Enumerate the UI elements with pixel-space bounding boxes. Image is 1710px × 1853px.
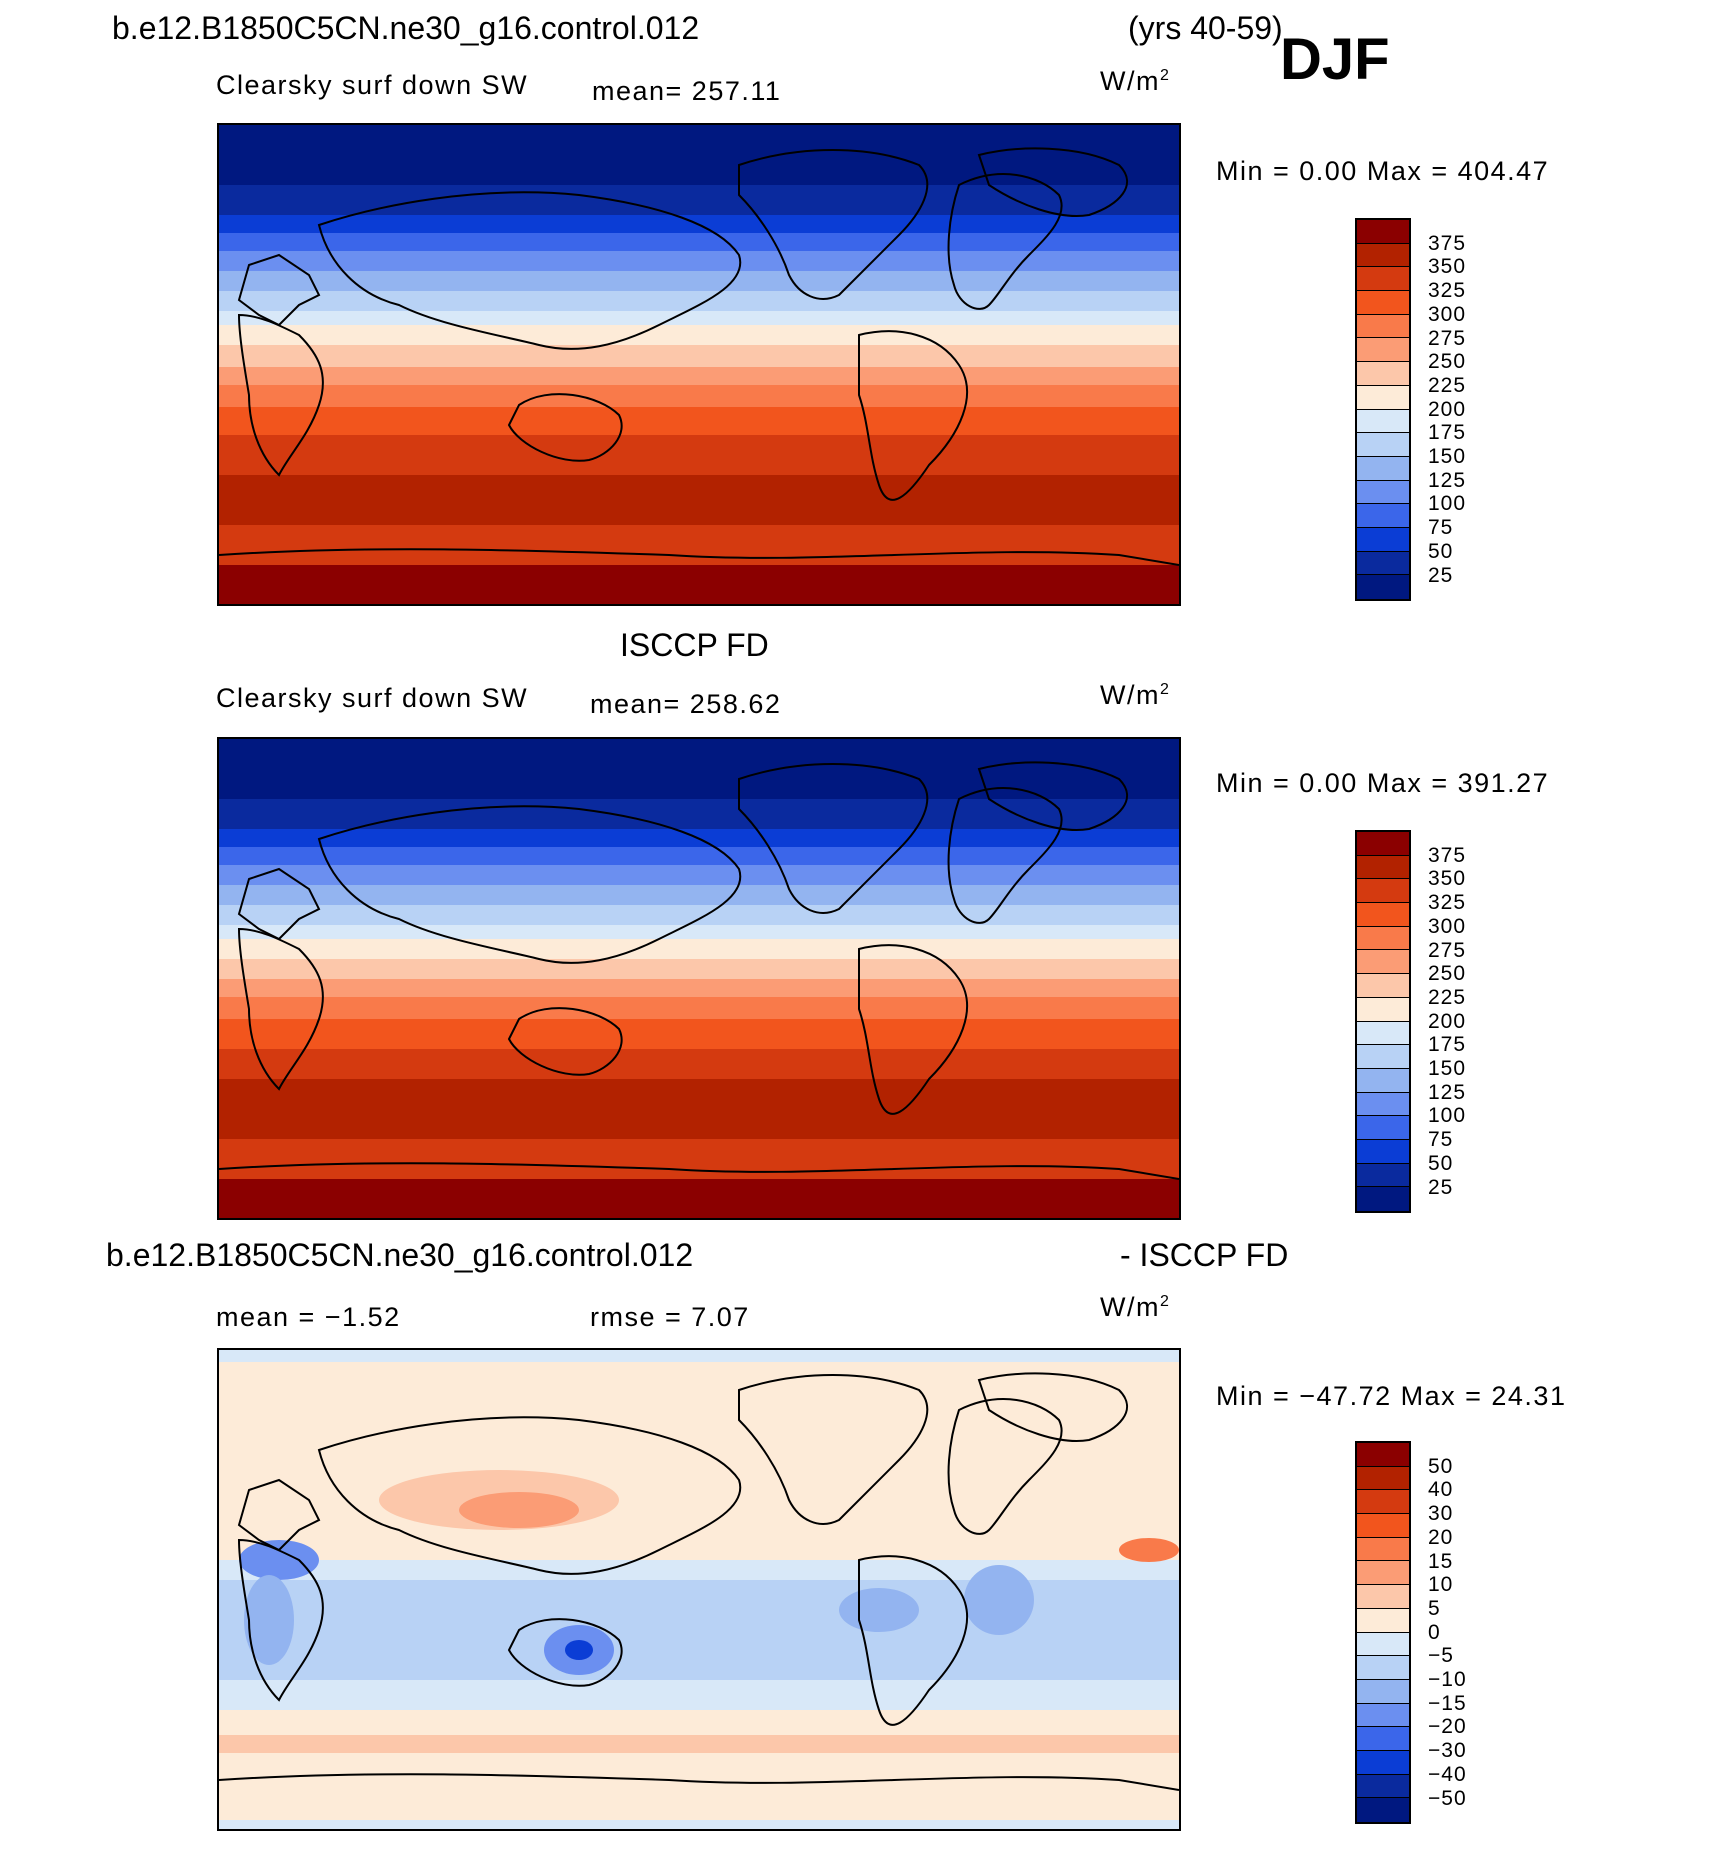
panel3-colorbar bbox=[1355, 1441, 1411, 1824]
years-label: (yrs 40-59) bbox=[1128, 10, 1283, 46]
panel2-colorbar-tick: 175 bbox=[1428, 1033, 1467, 1057]
panel2-colorbar bbox=[1355, 830, 1411, 1213]
panel1-colorbar-tick: 275 bbox=[1428, 326, 1467, 350]
panel1-colorbar-tick: 250 bbox=[1428, 350, 1467, 374]
panel3-colorbar-tick: 50 bbox=[1428, 1454, 1454, 1478]
panel3-colorbar-tick: 20 bbox=[1428, 1525, 1454, 1549]
panel2-colorbar-tick: 100 bbox=[1428, 1104, 1467, 1128]
panel1-min-max: Min = 0.00 Max = 404.47 bbox=[1216, 156, 1550, 186]
panel3-mean: mean = −1.52 bbox=[216, 1302, 401, 1332]
panel2-map bbox=[217, 737, 1181, 1220]
panel3-colorbar-tick: −20 bbox=[1428, 1715, 1467, 1739]
panel1-colorbar-tick: 175 bbox=[1428, 421, 1467, 445]
panel2-title: ISCCP FD bbox=[620, 627, 769, 663]
panel2-colorbar-tick: 25 bbox=[1428, 1175, 1454, 1199]
panel3-map bbox=[217, 1348, 1181, 1831]
panel2-colorbar-tick: 350 bbox=[1428, 867, 1467, 891]
panel1-map-svg bbox=[219, 125, 1179, 604]
panel1-colorbar-tick: 50 bbox=[1428, 539, 1454, 563]
panel3-colorbar-tick: −50 bbox=[1428, 1786, 1467, 1810]
panel2-colorbar-tick: 125 bbox=[1428, 1080, 1467, 1104]
panel1-colorbar-tick: 225 bbox=[1428, 373, 1467, 397]
panel2-colorbar-tick: 375 bbox=[1428, 843, 1467, 867]
panel2-colorbar-tick: 50 bbox=[1428, 1151, 1454, 1175]
panel1-colorbar-tick: 200 bbox=[1428, 397, 1467, 421]
panel2-colorbar-tick: 200 bbox=[1428, 1009, 1467, 1033]
panel1-colorbar bbox=[1355, 218, 1411, 601]
panel1-colorbar-tick: 350 bbox=[1428, 255, 1467, 279]
panel3-units: W/m2 bbox=[1100, 1292, 1171, 1322]
panel3-colorbar-tick: −10 bbox=[1428, 1668, 1467, 1691]
panel3-colorbar-tick: 15 bbox=[1428, 1549, 1454, 1573]
panel3-colorbar-tick: 0 bbox=[1428, 1620, 1441, 1644]
panel3-min-max: Min = −47.72 Max = 24.31 bbox=[1216, 1381, 1567, 1411]
panel2-min-max: Min = 0.00 Max = 391.27 bbox=[1216, 768, 1550, 798]
panel1-colorbar-tick: 125 bbox=[1428, 468, 1467, 492]
panel3-colorbar-tick: 40 bbox=[1428, 1478, 1454, 1502]
season-label: DJF bbox=[1280, 27, 1390, 92]
panel3-colorbar-tick: −15 bbox=[1428, 1691, 1467, 1715]
panel3-colorbar-tick: 10 bbox=[1428, 1573, 1454, 1597]
case-title: b.e12.B1850C5CN.ne30_g16.control.012 bbox=[112, 10, 700, 46]
panel2-variable-label: Clearsky surf down SW bbox=[216, 683, 529, 713]
panel3-colorbar-tick: −40 bbox=[1428, 1762, 1467, 1786]
panel2-map-svg bbox=[219, 739, 1179, 1218]
panel3-colorbar-tick: 30 bbox=[1428, 1502, 1454, 1526]
panel2-colorbar-tick: 225 bbox=[1428, 985, 1467, 1009]
panel1-colorbar-tick: 100 bbox=[1428, 492, 1467, 516]
panel3-rmse: rmse = 7.07 bbox=[590, 1302, 750, 1332]
panel3-colorbar-tick: 5 bbox=[1428, 1596, 1441, 1620]
panel1-colorbar-tick: 375 bbox=[1428, 231, 1467, 255]
panel1-units: W/m2 bbox=[1100, 66, 1171, 96]
panel2-colorbar-tick: 75 bbox=[1428, 1128, 1454, 1152]
panel3-colorbar-tick: −30 bbox=[1428, 1739, 1467, 1763]
panel2-colorbar-tick: 150 bbox=[1428, 1057, 1467, 1080]
panel1-colorbar-tick: 325 bbox=[1428, 279, 1467, 303]
panel1-mean: mean= 257.11 bbox=[592, 76, 782, 106]
panel2-mean: mean= 258.62 bbox=[590, 689, 782, 719]
panel2-colorbar-tick: 300 bbox=[1428, 914, 1467, 938]
panel1-colorbar-tick: 300 bbox=[1428, 302, 1467, 326]
panel3-title-left: b.e12.B1850C5CN.ne30_g16.control.012 bbox=[106, 1237, 694, 1273]
panel2-colorbar-tick: 325 bbox=[1428, 891, 1467, 915]
panel3-title-right: - ISCCP FD bbox=[1120, 1237, 1289, 1273]
panel2-colorbar-tick: 275 bbox=[1428, 938, 1467, 962]
panel3-map-svg bbox=[219, 1350, 1179, 1829]
panel1-colorbar-tick: 150 bbox=[1428, 445, 1467, 468]
panel1-colorbar-tick: 75 bbox=[1428, 516, 1454, 540]
panel1-map bbox=[217, 123, 1181, 606]
panel1-colorbar-tick: 25 bbox=[1428, 563, 1454, 587]
panel2-units: W/m2 bbox=[1100, 680, 1171, 710]
panel3-colorbar-tick: −5 bbox=[1428, 1644, 1454, 1668]
panel2-colorbar-tick: 250 bbox=[1428, 962, 1467, 986]
panel1-variable-label: Clearsky surf down SW bbox=[216, 70, 529, 100]
